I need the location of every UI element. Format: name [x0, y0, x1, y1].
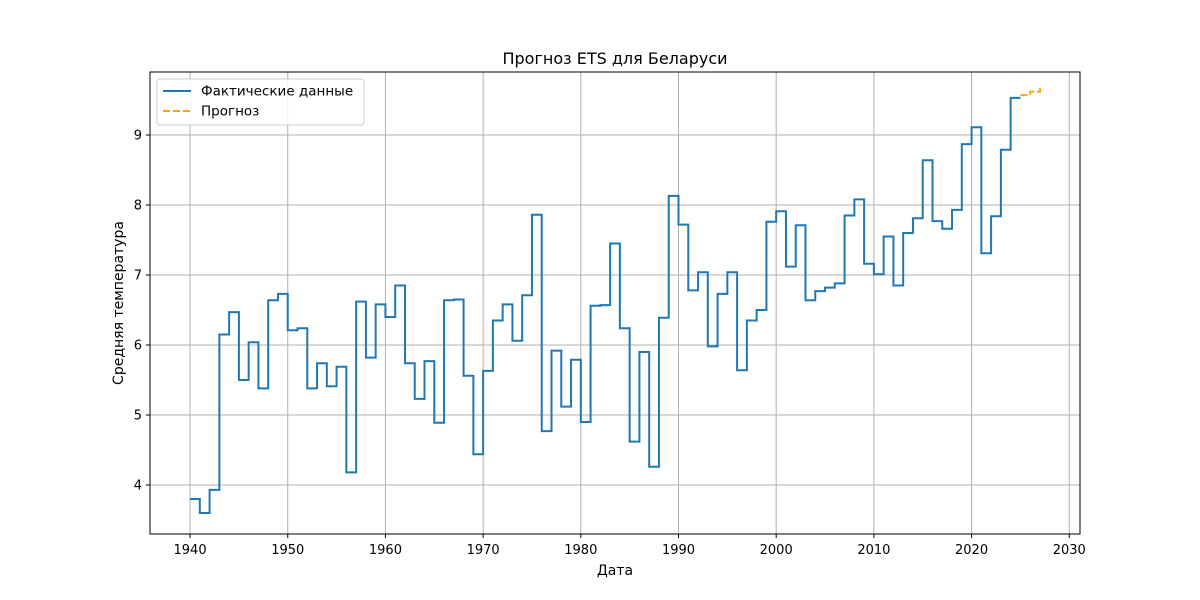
y-tick-label: 5 [134, 409, 142, 424]
x-tick-label: 1960 [369, 543, 402, 558]
chart-title: Прогноз ETS для Беларуси [502, 49, 727, 68]
x-tick-label: 1980 [564, 543, 597, 558]
x-axis-label: Дата [597, 563, 633, 579]
x-tick-label: 2030 [1053, 543, 1086, 558]
x-tick-label: 1970 [467, 543, 500, 558]
legend-label-0: Фактические данные [201, 84, 353, 100]
x-axis: 1940 1950 1960 1970 1980 1990 2000 2010 2020 2030 [174, 534, 1086, 558]
y-tick-label: 8 [134, 199, 142, 214]
x-tick-label: 1990 [662, 543, 695, 558]
series-layer [190, 88, 1041, 514]
y-axis-label: Средняя температура [111, 221, 127, 385]
x-tick-label: 2020 [955, 543, 988, 558]
y-tick-label: 9 [134, 129, 142, 144]
y-tick-label: 7 [134, 269, 142, 284]
x-tick-label: 1950 [271, 543, 304, 558]
series-line-0 [190, 96, 1021, 514]
x-tick-label: 2000 [760, 543, 793, 558]
grid [150, 72, 1080, 534]
y-tick-label: 4 [134, 479, 142, 494]
x-tick-label: 1940 [174, 543, 207, 558]
plot-frame [149, 71, 1081, 535]
series-line-1 [1020, 88, 1041, 97]
x-tick-label: 2010 [857, 543, 890, 558]
legend: Фактические данные Прогноз [156, 78, 365, 126]
y-axis: 4 5 6 7 8 9 [134, 129, 150, 494]
legend-label-1: Прогноз [201, 104, 259, 120]
y-tick-label: 6 [134, 339, 142, 354]
legend-box [156, 78, 365, 126]
